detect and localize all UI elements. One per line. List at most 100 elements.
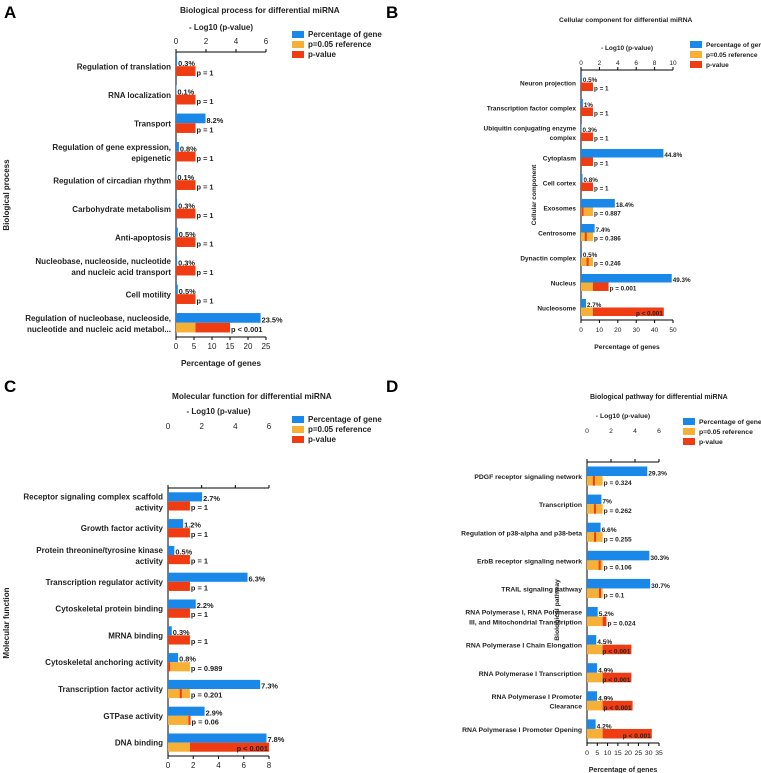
p-value-bar <box>592 282 609 291</box>
legend-swatch <box>690 61 702 68</box>
category-label: Nucleosome <box>537 306 576 313</box>
panel-letter-a: A <box>4 3 16 22</box>
legend-label: Percentage of gene <box>308 30 382 39</box>
gene-percentage-bar <box>168 572 248 582</box>
category-label: Cytoskeletal anchoring activity <box>45 658 163 667</box>
p-value-label: p = 1 <box>197 97 214 106</box>
category-label: Growth factor activity <box>81 524 164 533</box>
p-value-label: p = 1 <box>197 154 214 163</box>
p-value-bar <box>581 182 593 191</box>
p-value-bar <box>179 689 182 699</box>
gene-percentage-label: 6.6% <box>602 527 617 534</box>
p-value-bar <box>602 672 632 683</box>
bottom-tick-label: 0 <box>579 327 583 334</box>
reference-bar <box>587 560 603 570</box>
p-value-bar <box>581 207 584 216</box>
panel-b: Cellular component for differential miRN… <box>484 17 761 351</box>
reference-bar <box>581 232 593 241</box>
p-value-label: p = 0.324 <box>604 480 632 487</box>
p-value-label: p = 0.106 <box>604 564 632 571</box>
reference-bar <box>587 588 603 599</box>
legend-label: Percentage of gene <box>706 42 761 49</box>
category-label: Transcription factor complex <box>487 106 577 113</box>
bottom-tick-label: 10 <box>596 327 604 334</box>
p-value-label: p = 1 <box>191 530 208 539</box>
reference-bar <box>176 322 196 333</box>
p-value-bar <box>176 237 196 247</box>
p-value-bar <box>176 94 196 105</box>
category-label: RNA Polymerase I Transcription <box>479 671 582 678</box>
top-tick-label: 4 <box>616 60 620 67</box>
category-label: Centrosome <box>538 231 576 238</box>
p-value-label: p = 1 <box>197 211 214 220</box>
legend-swatch <box>683 428 695 435</box>
p-value-label: p = 1 <box>594 161 609 168</box>
category-label: Cytoplasm <box>543 156 576 163</box>
x-axis-label: Percentage of genes <box>589 767 658 773</box>
p-value-bar <box>176 123 196 133</box>
p-value-bar <box>168 581 190 591</box>
p-value-label: p < 0.001 <box>602 649 630 656</box>
bottom-tick-label: 0 <box>166 761 171 770</box>
gene-percentage-label: 4.2% <box>597 723 612 730</box>
gene-percentage-label: 7% <box>602 499 612 506</box>
p-value-label: p = 0.06 <box>192 717 219 726</box>
gene-percentage-bar <box>587 494 602 505</box>
bottom-tick-label: 10 <box>604 750 612 757</box>
gene-percentage-bar <box>587 635 597 645</box>
gene-percentage-bar <box>168 733 267 743</box>
p-value-bar <box>168 662 171 672</box>
panel-letter-d: D <box>386 377 398 396</box>
category-label: TRAIL signaling pathway <box>501 586 582 593</box>
bottom-tick-label: 5 <box>192 342 197 351</box>
p-value-label: p = 1 <box>594 86 609 93</box>
gene-percentage-bar <box>176 142 179 152</box>
p-value-label: p = 0.262 <box>604 508 632 515</box>
category-label: RNA Polymerase I Promoter <box>492 694 583 701</box>
gene-percentage-bar <box>168 706 205 716</box>
gene-percentage-label: 0.3% <box>178 201 195 210</box>
top-tick-label: 2 <box>609 428 613 435</box>
gene-percentage-label: 49.3% <box>673 277 691 284</box>
p-value-label: p < 0.001 <box>231 325 262 334</box>
gene-percentage-label: 7.8% <box>267 735 284 744</box>
category-label: complex <box>550 135 577 142</box>
category-label: Regulation of gene expression, <box>52 143 171 152</box>
gene-percentage-bar <box>168 492 203 502</box>
bottom-tick-label: 0 <box>174 342 179 351</box>
p-value-bar <box>581 132 593 141</box>
legend-label: Percentage of gene <box>308 415 382 424</box>
p-value-bar <box>176 294 196 304</box>
y-axis-label: Biological pathway <box>554 579 561 641</box>
top-axis-label: - Log10 (p-value) <box>189 23 253 32</box>
top-tick-label: 4 <box>234 37 239 46</box>
p-value-label: p = 0.024 <box>607 621 635 628</box>
top-axis-label: - Log10 (p-value) <box>596 413 650 420</box>
legend-swatch <box>690 41 702 48</box>
reference-bar <box>587 728 603 739</box>
p-value-bar <box>584 232 587 241</box>
category-label: epigenetic <box>131 154 171 163</box>
p-value-bar <box>176 208 196 219</box>
p-value-label: p = 0.201 <box>191 691 222 700</box>
p-value-label: p = 1 <box>594 186 609 193</box>
gene-percentage-bar <box>176 113 206 124</box>
top-tick-label: 6 <box>657 428 661 435</box>
category-label: DNA binding <box>115 739 163 748</box>
top-tick-label: 0 <box>585 428 589 435</box>
p-value-label: p = 1 <box>197 239 214 248</box>
legend-swatch <box>292 41 304 48</box>
gene-percentage-bar <box>168 519 184 529</box>
gene-percentage-bar <box>581 274 672 283</box>
category-label: Regulation of nucleobase, nucleoside, <box>25 314 171 323</box>
reference-bar <box>168 715 190 725</box>
p-value-bar <box>581 157 593 166</box>
top-tick-label: 0 <box>579 60 583 67</box>
category-label: Regulation of p38-alpha and p38-beta <box>461 530 582 537</box>
p-value-label: p = 1 <box>191 503 208 512</box>
gene-percentage-label: 1% <box>584 102 594 109</box>
gene-percentage-label: 0.3% <box>178 59 195 68</box>
category-label: Exosomes <box>543 206 576 213</box>
panel-letter-c: C <box>4 377 16 396</box>
gene-percentage-label: 1.2% <box>184 521 201 530</box>
